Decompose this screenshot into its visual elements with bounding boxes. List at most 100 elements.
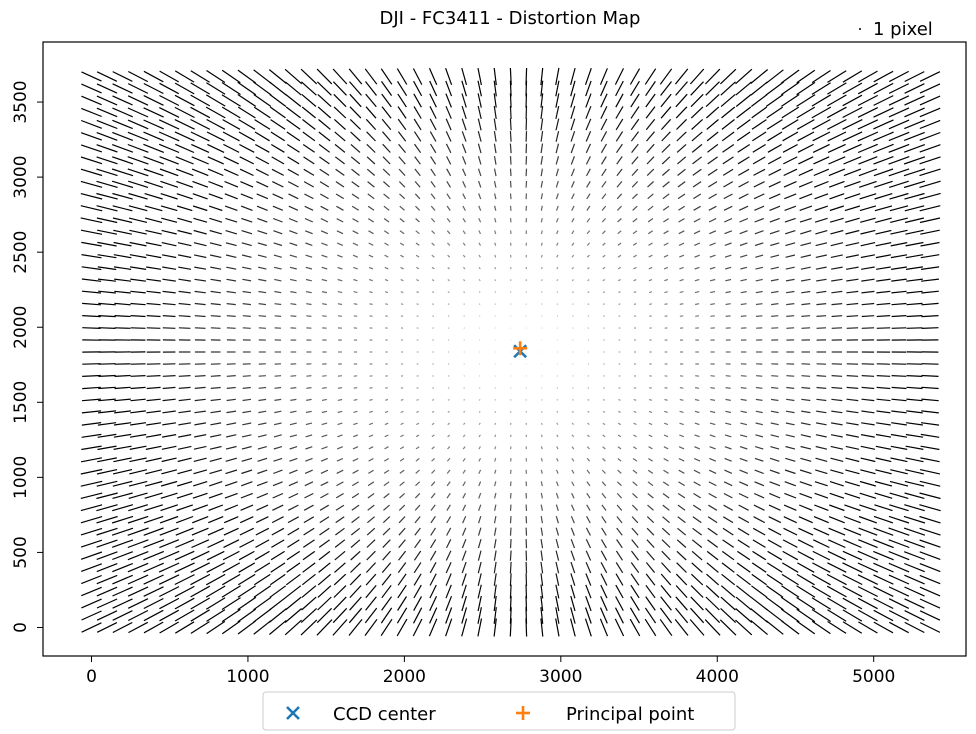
distortion-vector [690, 81, 704, 96]
distortion-vector [903, 180, 926, 189]
distortion-vector [111, 180, 134, 189]
distortion-vector [721, 562, 735, 573]
distortion-vector [318, 539, 330, 548]
distortion-vector [208, 504, 224, 511]
distortion-vector [904, 83, 925, 94]
distortion-vector [618, 410, 621, 413]
x-axis: 0 1000 2000 3000 4000 5000 [86, 656, 895, 687]
distortion-vector [96, 71, 118, 82]
distortion-vector [462, 180, 467, 188]
distortion-vector [888, 119, 910, 130]
distortion-vector [826, 573, 847, 586]
distortion-vector [445, 118, 452, 131]
distortion-vector [225, 230, 238, 235]
distortion-vector [462, 516, 467, 524]
distortion-vector [273, 469, 283, 475]
distortion-vector [751, 573, 767, 586]
distortion-vector [813, 168, 830, 177]
distortion-vector [812, 539, 830, 549]
distortion-vector [659, 607, 673, 624]
distortion-vector [332, 81, 347, 96]
distortion-vector [540, 515, 543, 524]
distortion-vector [367, 481, 375, 487]
distortion-vector [336, 457, 344, 462]
distortion-vector [919, 144, 941, 153]
legend-label-principal-point: Principal point [566, 704, 694, 725]
distortion-vector [798, 527, 814, 536]
distortion-vector [843, 515, 861, 524]
distortion-vector [288, 481, 299, 487]
distortion-vector [494, 457, 497, 462]
distortion-vector [80, 551, 103, 560]
distortion-vector [540, 118, 544, 131]
distortion-vector [846, 302, 859, 306]
distortion-vector [272, 181, 284, 188]
distortion-vector [842, 550, 863, 561]
distortion-vector [320, 469, 329, 474]
distortion-vector [305, 266, 313, 270]
distortion-vector [399, 242, 405, 246]
distortion-vector [876, 302, 891, 306]
distortion-vector [781, 562, 799, 573]
distortion-vector [509, 193, 512, 200]
distortion-vector [889, 492, 909, 499]
distortion-vector [630, 596, 640, 611]
distortion-vector [320, 193, 329, 200]
distortion-vector [784, 205, 797, 211]
distortion-vector [906, 290, 923, 294]
distortion-vector [584, 618, 592, 637]
distortion-vector [206, 562, 225, 573]
distortion-vector [445, 67, 453, 86]
distortion-vector [366, 143, 376, 153]
distortion-vector [661, 550, 671, 561]
distortion-vector [478, 315, 481, 317]
distortion-vector [478, 279, 481, 282]
distortion-vector [81, 83, 102, 94]
distortion-vector [194, 398, 206, 402]
distortion-vector [365, 118, 377, 131]
distortion-vector [725, 398, 731, 401]
distortion-vector [478, 410, 481, 413]
distortion-vector [509, 218, 512, 223]
distortion-vector [828, 516, 845, 524]
distortion-vector [285, 94, 302, 107]
distortion-vector [177, 469, 193, 475]
distortion-vector [191, 527, 209, 536]
distortion-vector [796, 69, 816, 84]
distortion-vector [829, 504, 845, 512]
distortion-vector [127, 527, 149, 536]
distortion-vector [146, 290, 161, 294]
distortion-vector [351, 181, 360, 188]
distortion-vector [242, 278, 252, 282]
distortion-vector [494, 315, 496, 317]
distortion-vector [462, 492, 467, 499]
distortion-vector [614, 607, 624, 624]
distortion-vector [112, 621, 133, 634]
distortion-vector [477, 584, 482, 599]
distortion-vector [445, 607, 453, 624]
distortion-vector [96, 469, 118, 475]
distortion-vector [661, 143, 671, 153]
distortion-vector [602, 410, 606, 413]
distortion-vector [225, 254, 237, 258]
distortion-vector [130, 290, 146, 294]
distortion-vector [689, 619, 705, 636]
distortion-vector [736, 562, 751, 573]
distortion-vector [241, 434, 252, 438]
distortion-vector [477, 550, 482, 561]
distortion-vector [785, 445, 796, 450]
distortion-vector [445, 561, 452, 574]
distortion-vector [707, 168, 718, 176]
distortion-vector [617, 446, 622, 450]
distortion-vector [317, 596, 332, 611]
distortion-vector [755, 315, 763, 317]
distortion-vector [193, 445, 207, 450]
distortion-vector [600, 118, 608, 131]
distortion-vector [429, 131, 437, 142]
distortion-vector [676, 131, 687, 142]
distortion-vector [178, 386, 191, 389]
distortion-vector [633, 387, 637, 389]
distortion-vector [301, 596, 317, 611]
distortion-vector [860, 445, 876, 450]
distortion-vector [205, 106, 226, 119]
